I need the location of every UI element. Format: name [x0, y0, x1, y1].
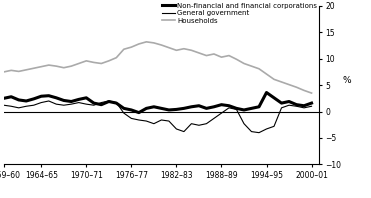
Legend: Non-financial and financial corporations, General government, Households: Non-financial and financial corporations… — [162, 3, 318, 24]
Y-axis label: %: % — [342, 76, 351, 85]
